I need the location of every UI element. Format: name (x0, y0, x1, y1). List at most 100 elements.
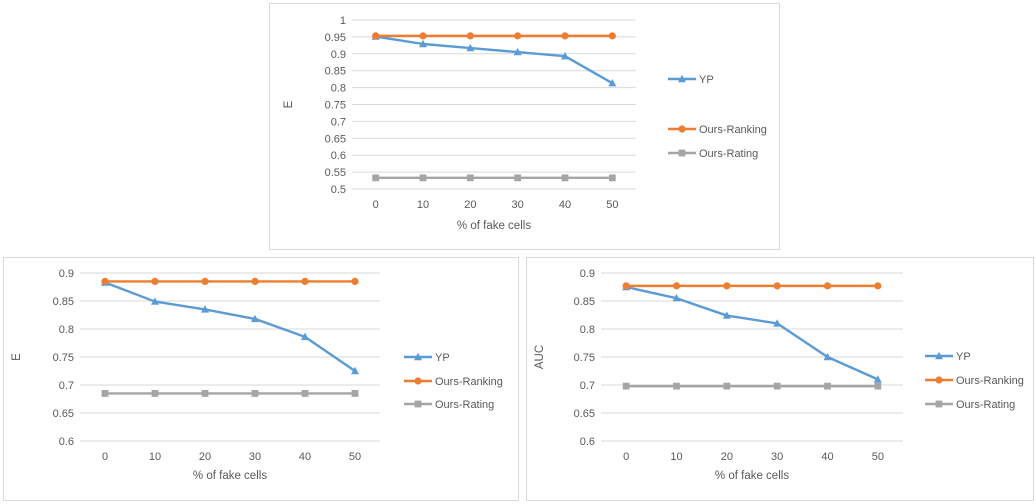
data-point (351, 390, 359, 397)
data-point (151, 390, 159, 397)
y-tick-label: 0.75 (574, 352, 595, 364)
y-tick-label: 0.75 (325, 100, 346, 112)
y-tick-label: 0.95 (325, 32, 346, 44)
y-tick-label: 0.65 (325, 133, 346, 145)
data-point (561, 174, 569, 182)
y-tick-label: 0.9 (331, 49, 346, 61)
data-point (351, 277, 359, 285)
data-point (608, 174, 616, 182)
data-point (773, 319, 782, 327)
y-tick-label: 0.5 (331, 184, 346, 196)
data-point (251, 390, 259, 397)
data-point (514, 174, 522, 182)
legend-label: Ours-Ranking (699, 124, 767, 136)
data-point (251, 277, 259, 285)
legend-marker (935, 400, 943, 408)
y-tick-label: 0.65 (574, 408, 595, 420)
x-tick-label: 40 (299, 451, 311, 463)
y-tick-label: 0.75 (53, 352, 74, 364)
y-tick-label: 0.55 (325, 167, 346, 179)
data-point (513, 47, 522, 56)
y-tick-label: 0.7 (59, 380, 74, 392)
x-tick-label: 10 (417, 199, 429, 211)
y-tick-label: 0.85 (53, 296, 74, 308)
data-point (823, 352, 832, 361)
data-point (723, 382, 731, 390)
data-point (201, 277, 209, 285)
data-point (622, 282, 630, 290)
x-tick-label: 30 (249, 451, 261, 463)
legend-label: Ours-Rating (956, 399, 1015, 411)
series-line (104, 281, 356, 372)
data-point (723, 282, 731, 290)
chart-e-bottom-left: 0.9 0.85 0.8 0.75 0.7 0.65 0.6 0 10 20 30 40 50 % of … (11, 268, 503, 482)
data-point (372, 32, 380, 40)
y-axis-title: E (283, 100, 295, 108)
legend-label: YP (956, 351, 971, 363)
data-point (101, 277, 109, 285)
chart-panel-bottom-left: 0.9 0.85 0.8 0.75 0.7 0.65 0.6 0 10 20 30 40 50 % of … (3, 257, 519, 501)
legend-label: Ours-Rating (435, 399, 494, 411)
data-point (773, 282, 781, 290)
data-point (301, 332, 309, 341)
data-point (419, 39, 427, 48)
data-point (151, 297, 159, 305)
data-point (419, 174, 427, 182)
y-tick-label: 0.9 (59, 268, 74, 280)
legend-label: YP (699, 74, 714, 86)
x-tick-label: 20 (464, 199, 476, 211)
legend-marker (935, 376, 943, 384)
data-point (824, 382, 831, 390)
legend-marker (935, 351, 943, 360)
y-axis-title: AUC (534, 345, 546, 369)
data-point (561, 51, 569, 60)
data-point (823, 282, 832, 290)
x-tick-label: 40 (821, 451, 833, 463)
y-tick-label: 0.8 (59, 324, 74, 336)
chart-panel-bottom-right: 0.9 0.85 0.8 0.75 0.7 0.65 0.6 0 10 20 30 40 50 % of … (526, 257, 1034, 501)
data-point (419, 32, 427, 40)
y-tick-label: 1 (340, 15, 346, 27)
legend-marker (678, 125, 686, 133)
data-point (608, 32, 616, 40)
legend-label: Ours-Ranking (435, 376, 503, 388)
data-point (608, 79, 617, 87)
data-point (466, 174, 474, 182)
y-tick-label: 0.6 (331, 150, 346, 162)
data-point (201, 305, 209, 313)
data-point (773, 382, 781, 390)
y-tick-label: 0.8 (580, 324, 595, 336)
data-point (351, 366, 359, 375)
legend-marker (414, 400, 422, 408)
x-axis-title: % of fake cells (193, 470, 267, 482)
y-tick-label: 0.7 (331, 116, 346, 128)
x-tick-label: 0 (102, 451, 108, 463)
legend-marker (414, 377, 422, 385)
y-tick-label: 0.85 (325, 66, 346, 78)
y-axis-title: E (11, 353, 23, 361)
legend-marker (678, 149, 686, 157)
x-axis-title: % of fake cells (457, 220, 531, 232)
data-point (151, 277, 159, 285)
legend-marker (414, 352, 422, 361)
data-point (301, 390, 309, 397)
y-tick-label: 0.9 (580, 268, 595, 280)
data-point (722, 311, 731, 319)
legend-marker (678, 74, 686, 83)
data-point (372, 174, 380, 182)
series-line (375, 35, 613, 85)
chart-e-top: 1 0.95 0.9 0.85 0.8 0.75 0.7 0.65 0.6 0.55 0.5 0 10 2… (283, 15, 767, 232)
x-tick-label: 50 (872, 451, 884, 463)
data-point (561, 32, 569, 40)
series-line (625, 285, 879, 381)
data-point (466, 32, 474, 40)
legend-label: Ours-Rating (699, 148, 758, 160)
y-tick-label: 0.8 (331, 83, 346, 95)
x-tick-label: 10 (670, 451, 682, 463)
data-point (622, 382, 630, 390)
data-point (301, 277, 309, 285)
y-tick-label: 0.6 (59, 436, 74, 448)
chart-panel-top: 1 0.95 0.9 0.85 0.8 0.75 0.7 0.65 0.6 0.55 0.5 0 10 2… (269, 3, 780, 250)
y-tick-label: 0.7 (580, 380, 595, 392)
x-tick-label: 40 (559, 199, 571, 211)
